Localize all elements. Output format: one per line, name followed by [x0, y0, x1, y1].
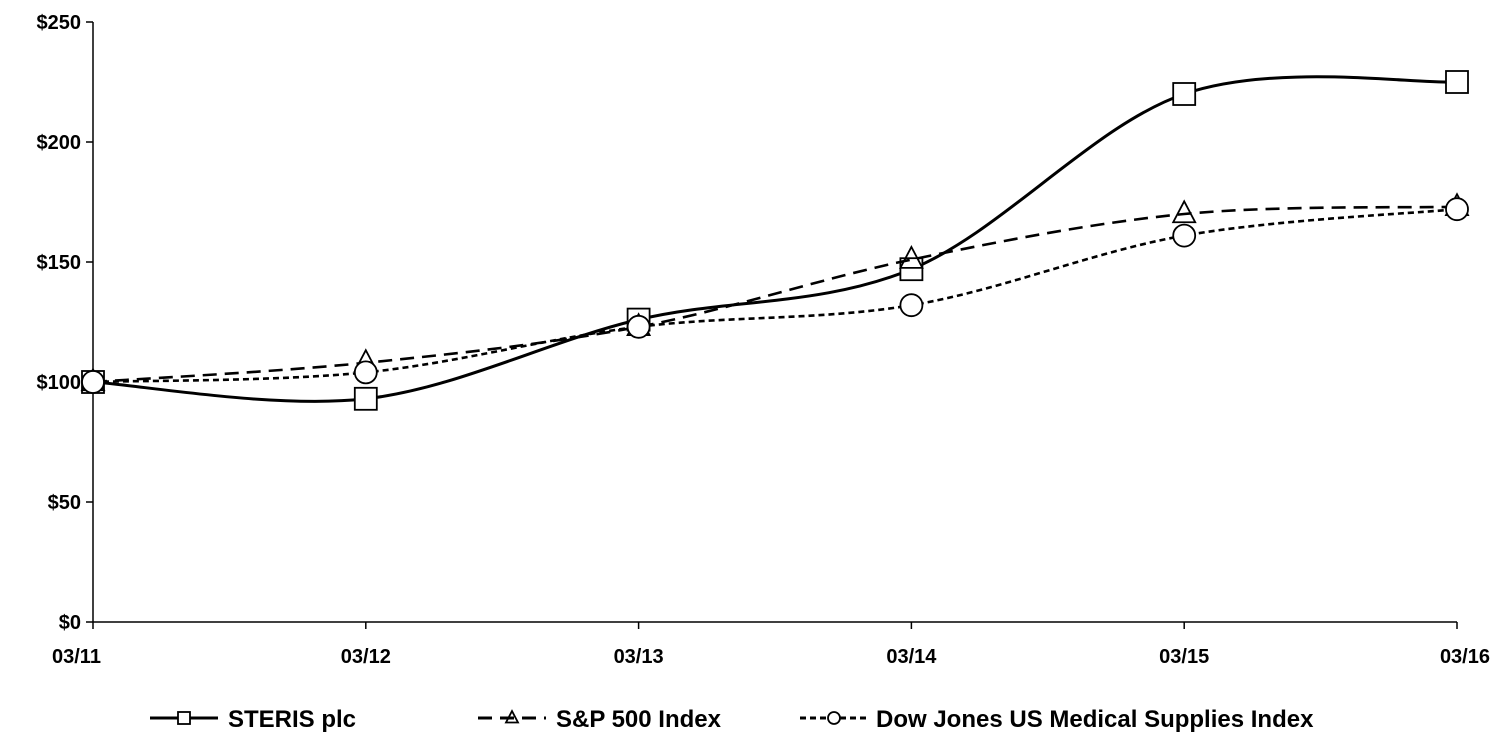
legend-label: STERIS plc — [228, 706, 356, 733]
y-tick-label: $150 — [37, 252, 82, 274]
legend-item: Dow Jones US Medical Supplies Index — [800, 706, 1314, 733]
legend-item: S&P 500 Index — [478, 706, 722, 733]
data-point-square — [899, 257, 924, 282]
data-point-circle — [626, 314, 651, 339]
series-circle — [81, 197, 1469, 394]
data-point-triangle — [1171, 199, 1197, 224]
data-point-circle — [899, 293, 924, 318]
y-tick-label: $50 — [48, 492, 81, 514]
legend: STERIS plc S&P 500 Index Dow Jones US Medi… — [150, 706, 1314, 733]
data-point-circle — [81, 370, 105, 394]
axes: $0 $50 $100 $150 $200 $250 03/11 03/12 03/13 03/1… — [37, 12, 1491, 668]
legend-marker-circle — [827, 711, 841, 725]
series-line — [92, 207, 1458, 384]
x-tick-label: 03/13 — [614, 646, 664, 668]
legend-label: S&P 500 Index — [556, 706, 722, 733]
series-square — [81, 70, 1469, 411]
data-point-square — [1172, 82, 1197, 106]
y-tick-label: $200 — [37, 132, 82, 154]
x-tick-label: 03/15 — [1159, 646, 1209, 668]
data-point-circle — [1172, 223, 1197, 248]
series-line — [92, 75, 1458, 403]
series-triangle — [80, 192, 1470, 392]
x-tick-label: 03/11 — [52, 646, 101, 668]
y-tick-label: $100 — [37, 372, 82, 394]
data-point-triangle — [898, 245, 924, 269]
legend-item: STERIS plc — [150, 706, 356, 733]
series-line — [92, 205, 1458, 384]
data-point-circle — [353, 360, 378, 385]
y-tick-label: $250 — [37, 12, 82, 34]
series-group — [80, 70, 1470, 411]
legend-marker-square — [177, 711, 191, 725]
x-tick-label: 03/14 — [886, 646, 937, 668]
y-tick-label: $0 — [59, 612, 81, 634]
legend-marker-triangle — [504, 709, 520, 724]
x-tick-label: 03/16 — [1440, 646, 1490, 668]
legend-label: Dow Jones US Medical Supplies Index — [876, 706, 1314, 733]
x-tick-label: 03/12 — [341, 646, 391, 668]
data-point-square — [1445, 70, 1469, 94]
data-point-square — [353, 386, 378, 411]
data-point-circle — [1445, 197, 1469, 222]
